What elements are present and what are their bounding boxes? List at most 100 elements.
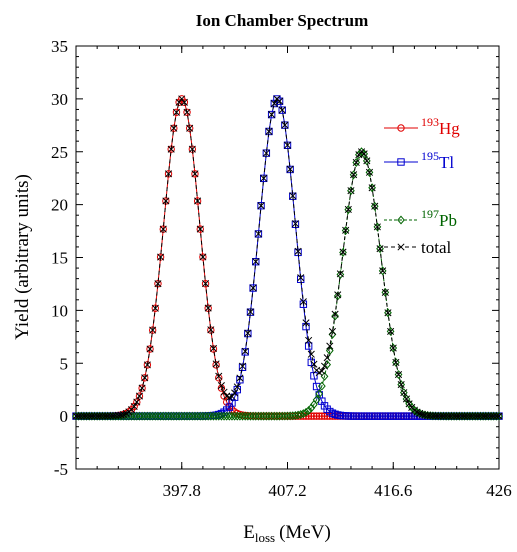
data-point <box>175 98 183 106</box>
data-point <box>180 98 189 106</box>
legend-item: 193Hg <box>384 115 460 138</box>
data-point <box>217 382 225 390</box>
data-point <box>318 367 326 375</box>
data-point <box>220 411 228 421</box>
data-point <box>207 326 215 334</box>
data-point <box>127 411 136 421</box>
legend-label-base: Hg <box>439 119 460 138</box>
data-point <box>405 400 413 408</box>
data-point <box>138 384 146 392</box>
legend-item: total <box>384 238 451 257</box>
data-point <box>476 411 485 421</box>
data-point <box>270 411 279 421</box>
data-point <box>389 344 397 352</box>
data-point <box>460 411 469 421</box>
x-tick-label: 426 <box>486 481 512 500</box>
data-point <box>450 412 458 420</box>
plot-frame <box>75 45 500 470</box>
data-point <box>252 258 260 266</box>
data-point <box>146 345 154 353</box>
data-point <box>307 403 316 413</box>
data-point <box>151 304 159 312</box>
data-point <box>191 170 199 178</box>
data-point <box>154 411 162 421</box>
data-point <box>307 358 315 367</box>
data-point <box>481 411 490 421</box>
data-point <box>304 342 313 350</box>
data-point <box>328 409 337 417</box>
data-point <box>251 411 260 421</box>
data-point <box>132 411 141 421</box>
data-point <box>72 411 80 421</box>
data-point <box>447 412 455 420</box>
legend-label-sup: 197 <box>421 207 439 221</box>
data-point <box>270 99 278 108</box>
data-point <box>164 411 173 421</box>
data-point <box>315 412 323 420</box>
data-point <box>347 187 355 195</box>
data-point <box>312 395 321 405</box>
data-point <box>487 411 495 421</box>
x-axis-label-sub: loss <box>255 530 275 545</box>
data-point <box>286 165 294 173</box>
series-total <box>72 95 503 420</box>
legend-label: 195Tl <box>421 149 454 172</box>
data-point <box>141 374 149 382</box>
data-point <box>104 412 112 420</box>
data-point <box>254 411 263 421</box>
data-point <box>302 407 310 417</box>
data-point <box>246 308 255 316</box>
data-point <box>148 411 157 421</box>
data-point <box>365 168 374 176</box>
y-tick-label: 0 <box>60 407 69 426</box>
data-point <box>378 266 387 276</box>
data-point <box>471 412 479 420</box>
data-point <box>249 284 257 292</box>
data-point <box>392 358 400 366</box>
data-point <box>75 412 83 420</box>
data-point <box>88 411 96 421</box>
data-point <box>162 197 170 205</box>
data-point <box>394 370 403 380</box>
data-point <box>466 411 474 421</box>
data-point <box>204 304 212 312</box>
data-point <box>125 411 133 421</box>
data-point <box>278 411 287 421</box>
data-point <box>241 348 249 356</box>
data-point <box>310 360 318 368</box>
data-point <box>265 127 273 136</box>
data-point <box>196 225 204 233</box>
data-point <box>397 215 405 225</box>
data-point <box>257 411 265 421</box>
data-point <box>93 411 102 421</box>
data-point <box>468 411 477 421</box>
data-point <box>177 411 186 421</box>
data-point <box>172 411 181 421</box>
legend-label-base: Pb <box>439 211 457 230</box>
data-point <box>339 248 347 257</box>
data-point <box>326 342 334 350</box>
legend-label: 193Hg <box>421 115 460 138</box>
data-point <box>299 409 308 419</box>
data-point <box>230 411 239 421</box>
data-point <box>296 410 305 419</box>
data-point <box>283 141 292 149</box>
data-point <box>376 244 384 254</box>
data-point <box>239 362 247 370</box>
data-point <box>151 304 160 312</box>
legend-label-base: total <box>421 238 451 257</box>
data-point <box>196 225 204 233</box>
data-point <box>365 167 374 177</box>
data-point <box>170 124 178 132</box>
data-point <box>386 326 395 336</box>
data-point <box>276 97 284 105</box>
data-point <box>392 357 400 367</box>
data-point <box>363 157 371 165</box>
series-line <box>76 151 499 417</box>
data-point <box>325 346 334 356</box>
data-point <box>183 108 191 116</box>
data-point <box>452 411 461 421</box>
data-point <box>453 412 461 420</box>
data-point <box>461 412 469 420</box>
data-point <box>236 374 244 382</box>
